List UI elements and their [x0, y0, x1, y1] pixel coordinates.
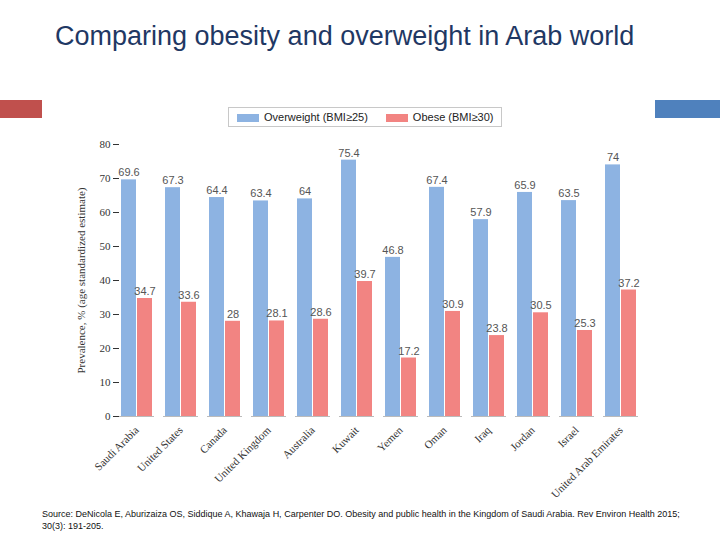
- svg-text:Jordan: Jordan: [508, 423, 538, 453]
- svg-text:33.6: 33.6: [178, 289, 199, 301]
- svg-text:Kuwait: Kuwait: [330, 424, 361, 455]
- html-text:Source: DeNicola E, Aburizaiza: Source: DeNicola E, Aburizaiza OS, Siddi…: [42, 509, 680, 531]
- html-text:Overweight (BMI≥25): Overweight (BMI≥25): [264, 111, 368, 123]
- svg-text:50: 50: [100, 240, 112, 252]
- svg-text:Israel: Israel: [555, 424, 581, 450]
- svg-text:28: 28: [227, 308, 239, 320]
- svg-text:64: 64: [299, 185, 311, 197]
- svg-text:70: 70: [100, 172, 112, 184]
- svg-text:67.4: 67.4: [426, 174, 447, 186]
- svg-text:United Arab Emirates: United Arab Emirates: [549, 424, 625, 500]
- svg-text:69.6: 69.6: [118, 166, 139, 178]
- svg-text:67.3: 67.3: [162, 174, 183, 186]
- svg-text:28.1: 28.1: [266, 307, 287, 319]
- svg-text:57.9: 57.9: [470, 206, 491, 218]
- html-text:Comparing obesity and overweig: Comparing obesity and overweight in Arab…: [55, 21, 635, 51]
- svg-text:34.7: 34.7: [134, 285, 155, 297]
- svg-text:30: 30: [100, 308, 112, 320]
- svg-text:25.3: 25.3: [574, 317, 595, 329]
- svg-text:30.5: 30.5: [530, 299, 551, 311]
- svg-text:46.8: 46.8: [382, 244, 403, 256]
- svg-text:40: 40: [100, 274, 112, 286]
- svg-text:65.9: 65.9: [514, 179, 535, 191]
- svg-text:10: 10: [100, 376, 112, 388]
- svg-text:20: 20: [100, 342, 112, 354]
- svg-text:Australia: Australia: [280, 424, 317, 461]
- svg-text:Yemen: Yemen: [375, 423, 406, 454]
- svg-text:60: 60: [100, 206, 112, 218]
- svg-text:39.7: 39.7: [354, 268, 375, 280]
- svg-text:Iraq: Iraq: [472, 423, 493, 444]
- svg-text:United States: United States: [135, 424, 185, 474]
- svg-text:37.2: 37.2: [618, 277, 639, 289]
- svg-text:0: 0: [105, 410, 111, 422]
- svg-text:17.2: 17.2: [398, 345, 419, 357]
- svg-text:30.9: 30.9: [442, 298, 463, 310]
- svg-text:80: 80: [100, 138, 112, 150]
- html-text:Obese (BMI≥30): Obese (BMI≥30): [412, 111, 494, 123]
- svg-text:Canada: Canada: [197, 424, 229, 456]
- svg-text:Saudi Arabia: Saudi Arabia: [92, 423, 141, 473]
- svg-text:75.4: 75.4: [338, 147, 359, 159]
- svg-text:United Kingdom: United Kingdom: [212, 423, 273, 484]
- svg-text:64.4: 64.4: [206, 184, 227, 196]
- svg-text:63.4: 63.4: [250, 187, 271, 199]
- svg-text:63.5: 63.5: [558, 187, 579, 199]
- svg-text:23.8: 23.8: [486, 322, 507, 334]
- svg-text:Prevalence, % (age standardize: Prevalence, % (age standardized estimate…: [75, 187, 88, 373]
- svg-text:74: 74: [607, 151, 619, 163]
- svg-text:28.6: 28.6: [310, 306, 331, 318]
- svg-text:Oman: Oman: [421, 423, 449, 451]
